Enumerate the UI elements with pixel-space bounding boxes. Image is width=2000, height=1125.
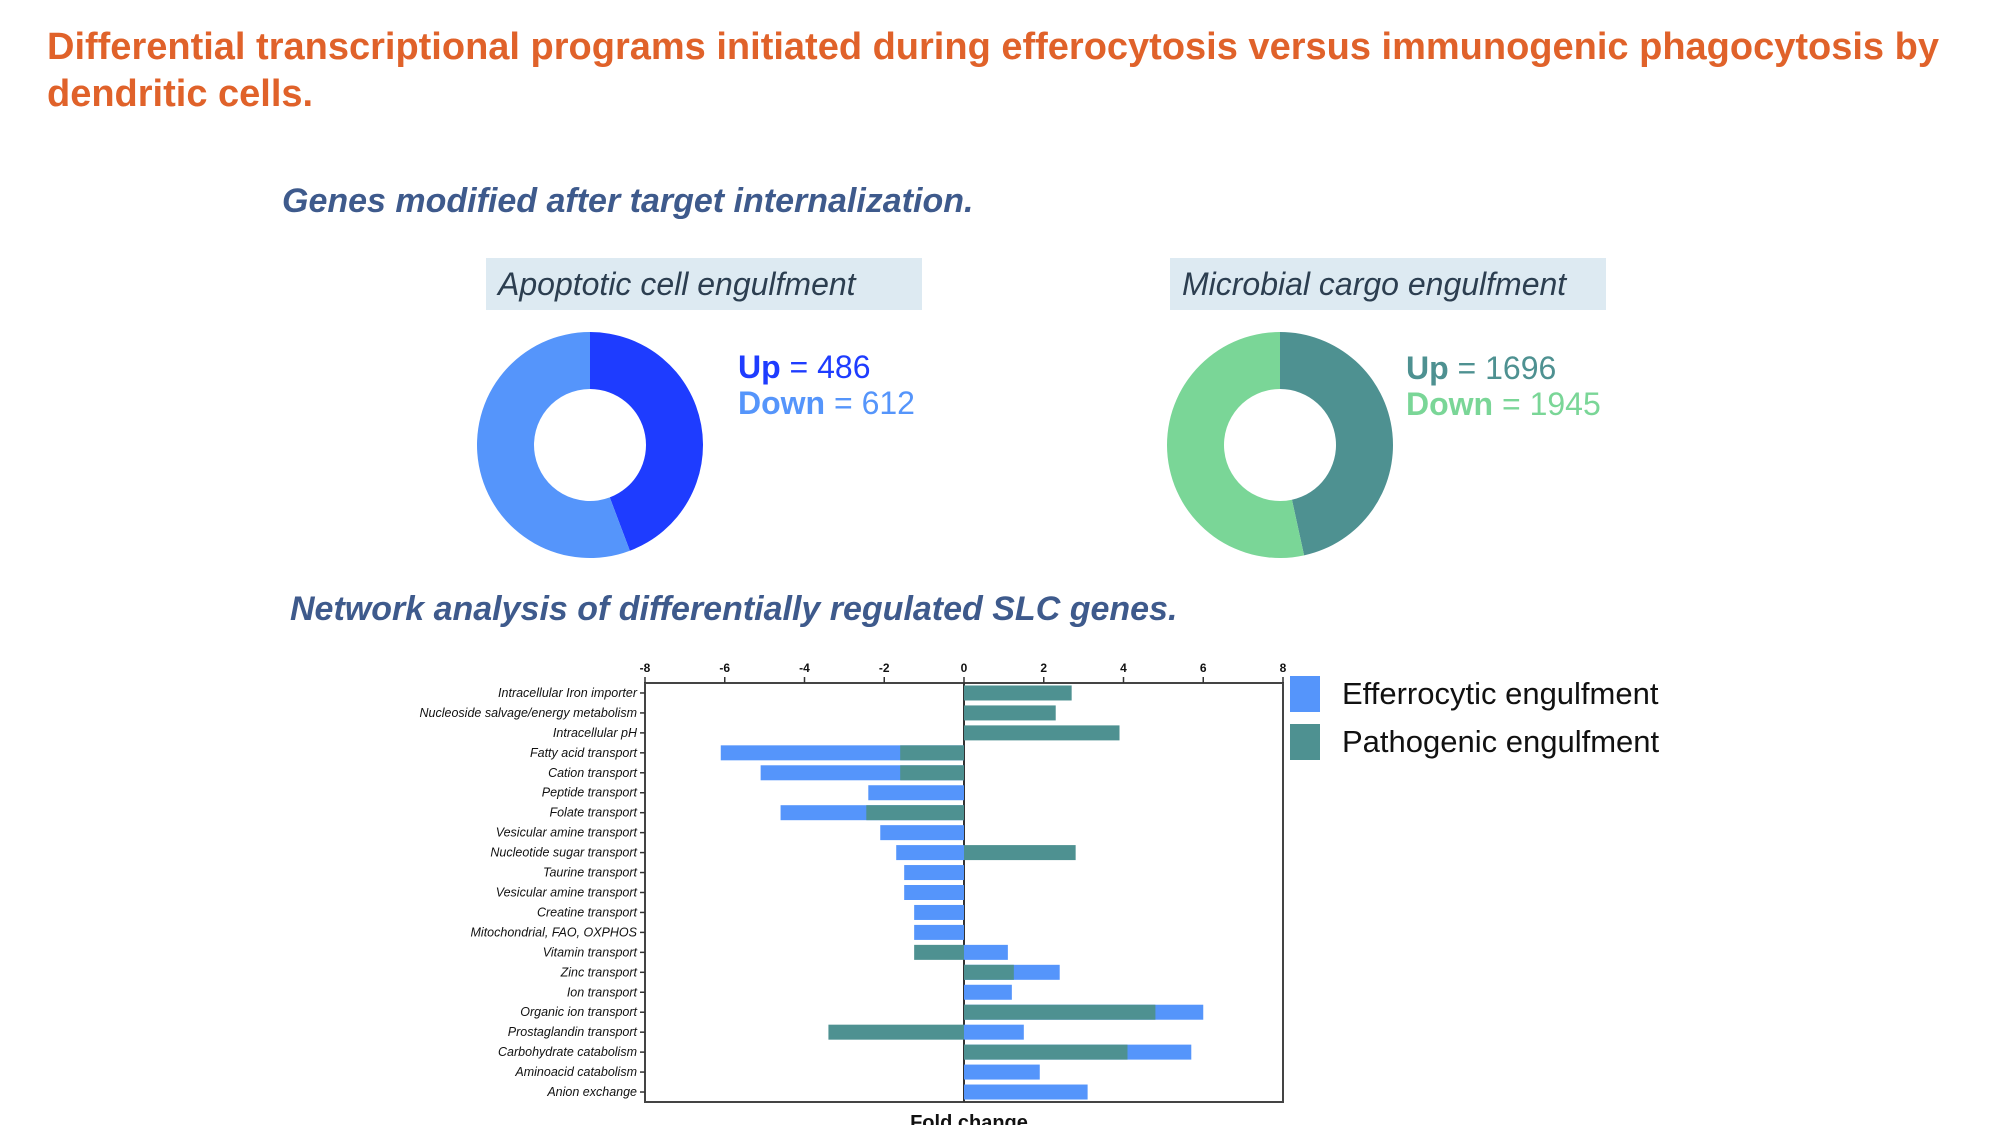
x-tick-label: -8 [640, 661, 651, 675]
category-label: Ion transport [567, 985, 638, 999]
category-label: Peptide transport [542, 786, 638, 800]
bar-pathogenic [866, 805, 964, 821]
bar-efferocytic [868, 785, 964, 801]
up-count-line: Up = 1696 [1406, 350, 1601, 386]
bar-efferocytic [964, 1024, 1024, 1040]
panel-label-microbial: Microbial cargo engulfment [1170, 258, 1606, 310]
bar-efferocytic [914, 924, 964, 940]
up-label: Up [738, 349, 781, 385]
up-value: 486 [817, 349, 871, 385]
microbial-slice-up [1280, 332, 1393, 556]
category-label: Zinc transport [560, 965, 638, 979]
bar-pathogenic [828, 1024, 964, 1040]
bar-pathogenic [964, 964, 1014, 980]
bar-pathogenic [964, 1004, 1156, 1020]
panel-label-apoptotic: Apoptotic cell engulfment [486, 258, 922, 310]
bar-pathogenic [900, 745, 964, 761]
donut-chart-microbial [1167, 332, 1393, 558]
bar-pathogenic [964, 705, 1056, 721]
up-count-line: Up = 486 [738, 349, 915, 385]
bar-efferocytic [964, 1084, 1088, 1100]
up-label: Up [1406, 350, 1449, 386]
down-count-line: Down = 612 [738, 385, 915, 421]
bar-efferocytic [896, 845, 964, 861]
counts-apoptotic: Up = 486 Down = 612 [738, 349, 915, 421]
bar-pathogenic [964, 685, 1072, 701]
category-label: Creatine transport [537, 905, 638, 919]
x-tick-label: 0 [961, 661, 968, 675]
down-label: Down [738, 385, 826, 421]
bar-pathogenic [964, 725, 1120, 741]
category-label: Vitamin transport [543, 945, 638, 959]
x-tick-label: 6 [1200, 661, 1207, 675]
bar-pathogenic [964, 1044, 1128, 1060]
down-label: Down [1406, 386, 1494, 422]
fold-change-bar-chart: -8 -6 -4 -2 0 2 4 6 8 Fold change Intracellular Ir… [420, 661, 1287, 1125]
category-label: Folate transport [549, 806, 637, 820]
section-heading-network: Network analysis of differentially regul… [290, 590, 1178, 628]
bar-efferocytic [880, 825, 964, 841]
section-heading-genes: Genes modified after target internalizat… [282, 182, 974, 220]
x-axis-label: Fold change [910, 1112, 1028, 1125]
x-tick-label: 8 [1280, 661, 1287, 675]
bar-efferocytic [904, 885, 964, 900]
x-tick-label: -2 [879, 661, 890, 675]
category-label: Carbohydrate catabolism [498, 1045, 637, 1059]
down-value: 1945 [1529, 386, 1601, 422]
category-label: Aminoacid catabolism [514, 1065, 637, 1079]
category-label: Mitochondrial, FAO, OXPHOS [471, 925, 638, 939]
bar-efferocytic [964, 984, 1012, 1000]
category-label: Cation transport [548, 766, 637, 780]
up-value: 1696 [1485, 350, 1557, 386]
bar-efferocytic [964, 944, 1008, 960]
category-label: Intracellular Iron importer [498, 686, 638, 700]
category-label: Prostaglandin transport [508, 1025, 638, 1039]
category-label: Nucleoside salvage/energy metabolism [420, 706, 637, 720]
down-count-line: Down = 1945 [1406, 386, 1601, 422]
category-label: Intracellular pH [553, 726, 638, 740]
bar-pathogenic [964, 845, 1076, 861]
apoptotic-slice-up [590, 332, 704, 551]
category-label: Vesicular amine transport [496, 886, 638, 900]
category-label: Anion exchange [546, 1085, 637, 1099]
x-tick-label: -4 [799, 661, 810, 675]
category-label: Nucleotide sugar transport [490, 846, 637, 860]
category-label: Taurine transport [543, 866, 638, 880]
x-tick-label: 4 [1120, 661, 1127, 675]
category-label: Vesicular amine transport [496, 826, 638, 840]
down-value: 612 [861, 385, 915, 421]
bar-efferocytic [964, 1064, 1040, 1080]
down-sep: = [825, 385, 862, 421]
counts-microbial: Up = 1696 Down = 1945 [1406, 350, 1601, 422]
legend-swatch-efferocytic [1290, 676, 1320, 712]
legend-label-pathogenic: Pathogenic engulfment [1342, 724, 1660, 759]
slide-title: Differential transcriptional programs in… [47, 26, 1939, 115]
microbial-slice-down [1167, 332, 1305, 558]
category-label: Fatty acid transport [530, 746, 638, 760]
bar-efferocytic [914, 904, 964, 920]
x-tick-label: -6 [719, 661, 730, 675]
donut-chart-apoptotic [477, 332, 704, 558]
bar-efferocytic [904, 865, 964, 881]
up-sep: = [1448, 350, 1486, 386]
category-label: Organic ion transport [520, 1005, 637, 1019]
bar-pathogenic [914, 944, 964, 960]
x-tick-label: 2 [1040, 661, 1047, 675]
apoptotic-slice-down [477, 332, 630, 558]
bar-pathogenic [900, 765, 964, 781]
legend-swatch-pathogenic [1290, 724, 1320, 760]
up-sep: = [780, 349, 818, 385]
legend-label-efferocytic: Efferrocytic engulfment [1342, 676, 1659, 711]
down-sep: = [1493, 386, 1530, 422]
